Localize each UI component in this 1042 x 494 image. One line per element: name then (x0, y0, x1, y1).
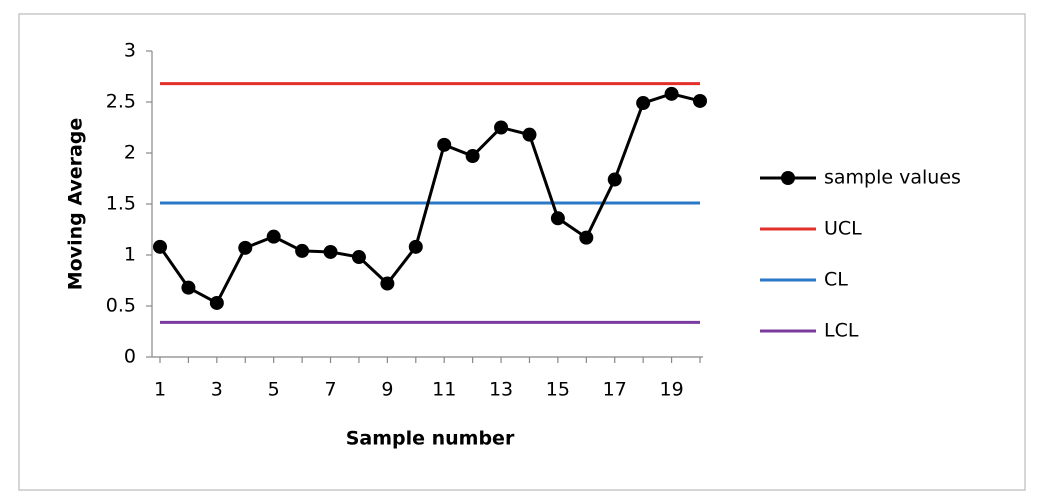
point-marker (465, 149, 480, 164)
point-marker (266, 229, 281, 244)
point-marker (408, 239, 423, 254)
x-tick-label: 11 (432, 379, 456, 401)
x-tick-label: 1 (154, 379, 166, 401)
legend-label: LCL (824, 320, 859, 342)
point-marker (494, 120, 509, 135)
y-tick-label: 1 (124, 244, 136, 266)
legend-marker (781, 171, 795, 185)
point-marker (209, 295, 224, 310)
x-tick-label: 13 (489, 379, 513, 401)
x-axis-title: Sample number (346, 428, 515, 450)
point-marker (693, 93, 707, 108)
x-tick-label: 9 (381, 379, 393, 401)
y-tick-label: 0.5 (106, 295, 136, 317)
point-marker (238, 240, 253, 255)
x-tick-label: 5 (268, 379, 280, 401)
point-marker (607, 172, 622, 187)
point-marker (323, 244, 338, 259)
x-tick-label: 15 (546, 379, 570, 401)
point-marker (579, 230, 594, 245)
chart-frame (18, 13, 1026, 491)
point-marker (522, 127, 537, 142)
x-tick-label: 19 (659, 379, 683, 401)
point-marker (295, 243, 310, 258)
x-tick-label: 17 (603, 379, 627, 401)
point-marker (550, 211, 565, 226)
point-marker (636, 96, 651, 111)
legend-label: sample values (824, 167, 961, 189)
y-tick-label: 2 (124, 142, 136, 164)
point-marker (351, 250, 366, 265)
point-marker (664, 86, 679, 101)
point-marker (153, 239, 167, 254)
y-tick-label: 2.5 (106, 91, 136, 113)
point-marker (181, 280, 196, 295)
y-tick-label: 1.5 (106, 193, 136, 215)
legend-label: CL (824, 269, 848, 291)
point-marker (380, 276, 395, 291)
x-tick-label: 3 (211, 379, 223, 401)
legend-label: UCL (824, 218, 862, 240)
point-marker (437, 137, 452, 152)
y-axis-title: Moving Average (65, 118, 87, 291)
y-tick-label: 3 (124, 40, 136, 62)
x-tick-label: 7 (324, 379, 336, 401)
y-tick-label: 0 (124, 346, 136, 368)
